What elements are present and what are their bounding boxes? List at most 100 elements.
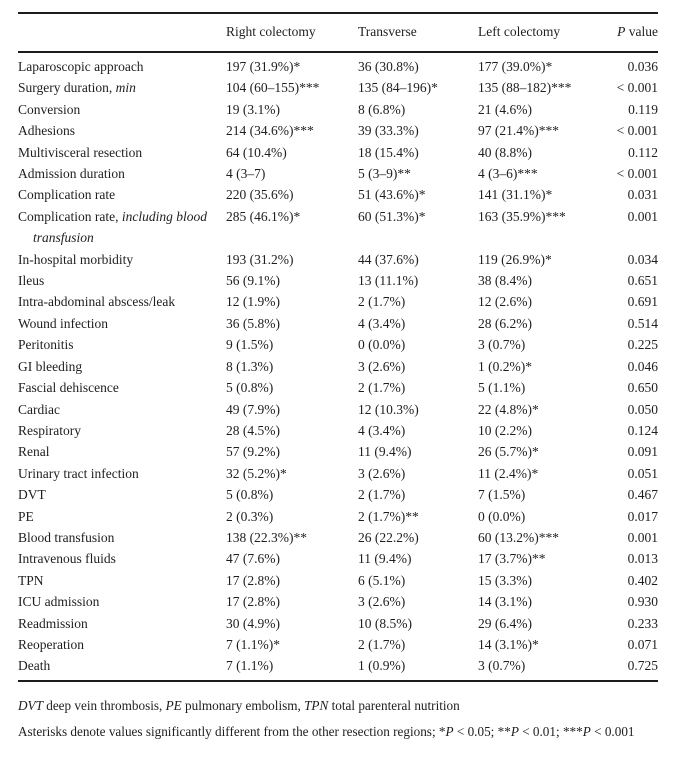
cell-p-value: 0.046 xyxy=(627,358,658,374)
footnote-signif-text: < 0.01; *** xyxy=(518,724,583,740)
row-label: Death xyxy=(18,655,226,680)
cell-value: 15 (3.3%) xyxy=(478,572,532,588)
cell-value: 40 (8.8%) xyxy=(478,144,532,160)
row-label-text: DVT xyxy=(18,487,46,503)
p-value-rest: value xyxy=(625,24,658,39)
row-label: Wound infection xyxy=(18,313,226,334)
cell-value: 60 (13.2%)*** xyxy=(478,529,559,545)
cell-value: 3 (2.6%) xyxy=(358,358,406,374)
row-label-italic: including blood transfusion xyxy=(33,208,207,246)
cell-value: 104 (60–155)*** xyxy=(226,80,320,96)
cell-p-value: 0.013 xyxy=(627,551,658,567)
cell-value: 6 (5.1%) xyxy=(358,572,406,588)
cell-value: 36 (5.8%) xyxy=(226,315,280,331)
cell-p-value: 0.225 xyxy=(627,337,658,353)
cell-value: 2 (1.7%) xyxy=(358,380,406,396)
table-row: GI bleeding 8 (1.3%) 3 (2.6%) 1 (0.2%)* 0.04… xyxy=(18,356,658,377)
table-row: Peritonitis 9 (1.5%) 0 (0.0%) 3 (0.7%) 0.225 xyxy=(18,334,658,355)
table-row: PE 2 (0.3%) 2 (1.7%)** 0 (0.0%) 0.017 xyxy=(18,506,658,527)
row-label-text: Surgery duration, xyxy=(18,80,116,96)
cell-value: 28 (6.2%) xyxy=(478,315,532,331)
row-label: Complication rate xyxy=(18,184,226,205)
cell-value: 38 (8.4%) xyxy=(478,273,532,289)
cell-value: 5 (3–9)** xyxy=(358,166,411,182)
row-label-text: Laparoscopic approach xyxy=(18,59,144,74)
cell-p-value: 0.467 xyxy=(627,487,658,503)
table-row: Reoperation 7 (1.1%)* 2 (1.7%) 14 (3.1%)* 0.… xyxy=(18,634,658,655)
cell-value: 11 (9.4%) xyxy=(358,551,412,567)
table-header: Right colectomy Transverse Left colectom… xyxy=(18,13,658,53)
table-row: Surgery duration, min 104 (60–155)*** 135 … xyxy=(18,77,658,98)
cell-value: 0 (0.0%) xyxy=(478,508,526,524)
cell-p-value: 0.725 xyxy=(627,658,658,674)
table-row: Complication rate, including blood trans… xyxy=(18,206,658,249)
row-label-text: Wound infection xyxy=(18,315,109,331)
cell-value: 18 (15.4%) xyxy=(358,144,419,160)
cell-value: 57 (9.2%) xyxy=(226,444,280,460)
cell-value: 3 (0.7%) xyxy=(478,337,526,353)
cell-value: 177 (39.0%)* xyxy=(478,59,553,74)
cell-value: 21 (4.6%) xyxy=(478,101,532,117)
table-row: Cardiac 49 (7.9%) 12 (10.3%) 22 (4.8%)* 0.05… xyxy=(18,399,658,420)
row-label-text: Fascial dehiscence xyxy=(18,380,119,396)
cell-value: 2 (1.7%) xyxy=(358,636,406,652)
row-label: Renal xyxy=(18,441,226,462)
row-label: Intravenous fluids xyxy=(18,548,226,569)
row-label-text: Reoperation xyxy=(18,636,84,652)
row-label: TPN xyxy=(18,570,226,591)
row-label-text: Respiratory xyxy=(18,422,81,438)
cell-p-value: 0.001 xyxy=(627,529,658,545)
footnote-signif-text: < 0.001 xyxy=(590,724,635,740)
row-label-text: TPN xyxy=(18,572,44,588)
cell-value: 32 (5.2%)* xyxy=(226,465,287,481)
row-label: Admission duration xyxy=(18,163,226,184)
cell-value: 47 (7.6%) xyxy=(226,551,280,567)
cell-value: 44 (37.6%) xyxy=(358,251,419,267)
cell-p-value: 0.124 xyxy=(627,422,658,438)
cell-value: 9 (1.5%) xyxy=(226,337,274,353)
row-label-text: Complication rate, xyxy=(18,208,122,224)
table-row: Fascial dehiscence 5 (0.8%) 2 (1.7%) 5 (1.1… xyxy=(18,377,658,398)
cell-value: 3 (2.6%) xyxy=(358,465,406,481)
cell-value: 3 (2.6%) xyxy=(358,594,406,610)
footnote-abbrev-italic: TPN xyxy=(304,697,329,713)
cell-value: 4 (3.4%) xyxy=(358,422,406,438)
row-label-text: Conversion xyxy=(18,101,81,117)
footnote-abbrev-text: total parenteral nutrition xyxy=(328,697,460,713)
cell-value: 12 (2.6%) xyxy=(478,294,532,310)
cell-value: 141 (31.1%)* xyxy=(478,187,553,203)
table-row: Death 7 (1.1%) 1 (0.9%) 3 (0.7%) 0.725 xyxy=(18,655,658,680)
cell-value: 5 (0.8%) xyxy=(226,487,274,503)
cell-value: 7 (1.1%)* xyxy=(226,636,280,652)
row-label: Ileus xyxy=(18,270,226,291)
row-label-text: Intravenous fluids xyxy=(18,551,116,567)
cell-value: 12 (10.3%) xyxy=(358,401,419,417)
row-label-text: PE xyxy=(18,508,34,524)
cell-value: 29 (6.4%) xyxy=(478,615,532,631)
cell-value: 8 (6.8%) xyxy=(358,101,406,117)
cell-value: 28 (4.5%) xyxy=(226,422,280,438)
row-label: In-hospital morbidity xyxy=(18,249,226,270)
cell-value: 14 (3.1%) xyxy=(478,594,532,610)
cell-value: 7 (1.5%) xyxy=(478,487,526,503)
cell-value: 10 (8.5%) xyxy=(358,615,412,631)
cell-value: 5 (0.8%) xyxy=(226,380,274,396)
cell-value: 14 (3.1%)* xyxy=(478,636,539,652)
row-label: Cardiac xyxy=(18,399,226,420)
cell-value: 7 (1.1%) xyxy=(226,658,274,674)
row-label-text: Intra-abdominal abscess/leak xyxy=(18,294,176,310)
row-label: Respiratory xyxy=(18,420,226,441)
table-row: TPN 17 (2.8%) 6 (5.1%) 15 (3.3%) 0.402 xyxy=(18,570,658,591)
row-label-text: Cardiac xyxy=(18,401,60,417)
row-label: PE xyxy=(18,506,226,527)
cell-p-value: 0.514 xyxy=(627,315,658,331)
footnote-abbrev-text: pulmonary embolism, xyxy=(181,697,305,713)
row-label-text: In-hospital morbidity xyxy=(18,251,134,267)
row-label: Conversion xyxy=(18,99,226,120)
table-row: Urinary tract infection 32 (5.2%)* 3 (2.6%… xyxy=(18,463,658,484)
cell-p-value: 0.050 xyxy=(627,401,658,417)
header-left-colectomy: Left colectomy xyxy=(478,13,608,53)
row-label-text: GI bleeding xyxy=(18,358,83,374)
row-label: Multivisceral resection xyxy=(18,142,226,163)
